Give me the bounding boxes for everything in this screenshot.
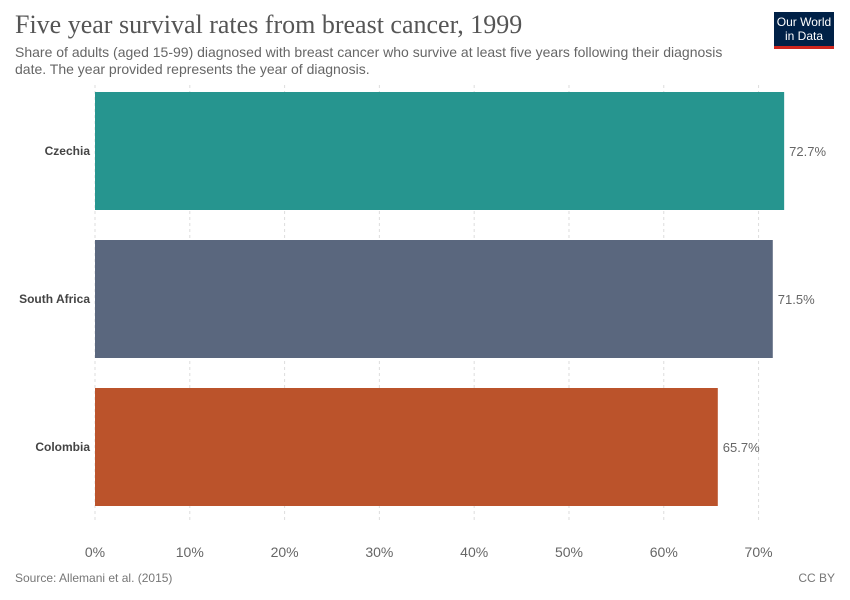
bar — [95, 240, 773, 358]
bar — [95, 388, 718, 506]
source-note[interactable]: Source: Allemani et al. (2015) — [15, 571, 173, 585]
bar — [95, 92, 785, 210]
x-tick-label: 40% — [460, 544, 488, 560]
category-label: Colombia — [35, 440, 90, 454]
x-tick-label: 20% — [271, 544, 299, 560]
x-tick-label: 70% — [745, 544, 773, 560]
value-label: 71.5% — [778, 292, 815, 307]
logo-line-2: in Data — [784, 29, 824, 43]
category-label: Czechia — [45, 144, 91, 158]
owid-logo[interactable]: Our World in Data — [774, 12, 834, 49]
logo-line-1: Our World — [776, 15, 832, 29]
value-label: 72.7% — [789, 144, 826, 159]
x-tick-label: 50% — [555, 544, 583, 560]
x-tick-label: 60% — [650, 544, 678, 560]
chart-subtitle: Share of adults (aged 15-99) diagnosed w… — [15, 44, 723, 77]
x-tick-label: 30% — [365, 544, 393, 560]
category-label: South Africa — [19, 292, 90, 306]
value-label: 65.7% — [723, 440, 760, 455]
license-label[interactable]: CC BY — [798, 571, 835, 585]
x-tick-label: 0% — [85, 544, 105, 560]
chart-title: Five year survival rates from breast can… — [15, 10, 523, 39]
x-tick-label: 10% — [176, 544, 204, 560]
